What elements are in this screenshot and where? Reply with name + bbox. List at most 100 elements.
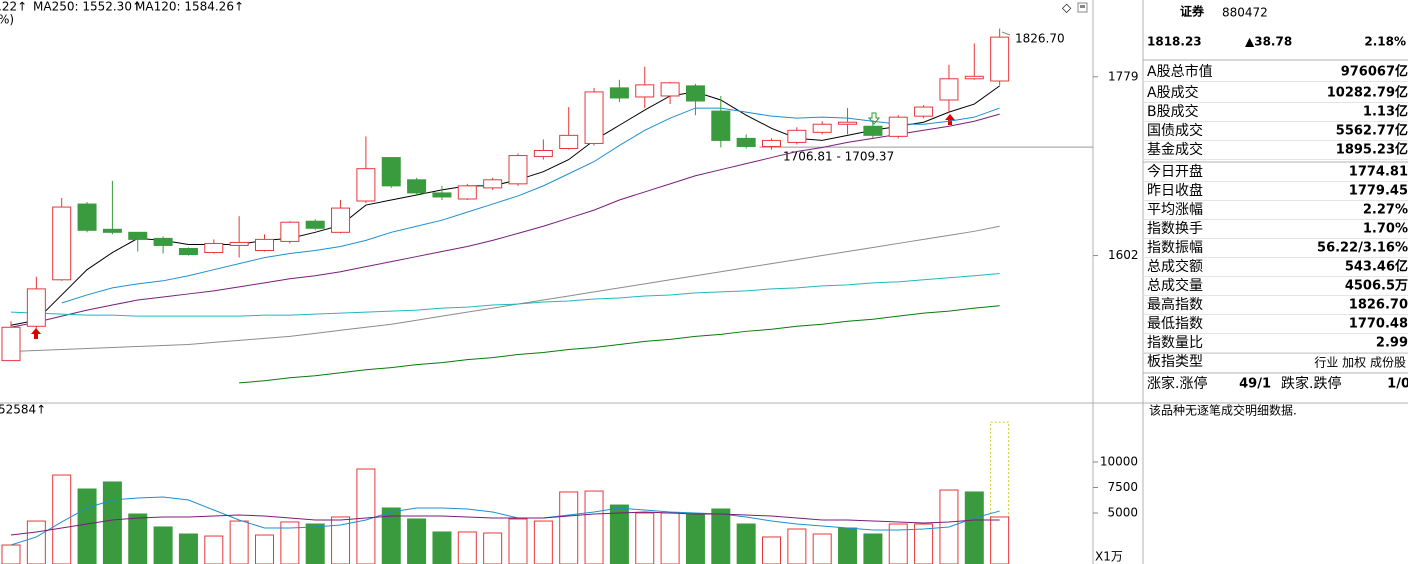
ma-line <box>10 511 1000 536</box>
row-label: 昨日收盘 <box>1147 182 1203 199</box>
candle-body <box>102 228 122 233</box>
row-label: A股总市值 <box>1147 63 1213 80</box>
candle-body <box>559 134 579 149</box>
icon-window-bar <box>1080 5 1085 8</box>
volume-bar <box>711 508 731 564</box>
candle-body <box>584 91 604 144</box>
volume-bar <box>863 533 883 564</box>
panel-price: 1818.23 <box>1147 35 1202 49</box>
candle-body <box>331 207 351 233</box>
volume-bar <box>812 533 832 564</box>
volume-unit: X1万 <box>1095 550 1123 564</box>
panel-change-pct: 2.18% <box>1364 35 1406 49</box>
candle-body <box>939 78 959 101</box>
row-label: 最低指数 <box>1147 316 1203 332</box>
candle-body <box>787 129 807 143</box>
icon-window[interactable] <box>1077 2 1088 13</box>
legend-entry: %) <box>0 13 14 27</box>
volume-bar <box>52 474 72 564</box>
volume-bar <box>1 544 21 564</box>
candle-body <box>457 185 477 200</box>
y-tick-label: 7500 <box>1107 480 1138 494</box>
volume-bar <box>128 513 148 564</box>
row-value[interactable]: 行业 加权 成份股 <box>1314 356 1406 370</box>
row-value: 56.22/3.16% <box>1317 241 1408 256</box>
candle-body <box>204 242 224 254</box>
volume-bar <box>508 518 528 564</box>
y-tick-label: 1602 <box>1108 248 1139 262</box>
row-value: 1826.70 <box>1349 298 1408 313</box>
row-value: 1774.81 <box>1349 165 1408 180</box>
volume-bar <box>102 481 122 564</box>
panel-note: 该品种无逐笔成交明细数据. <box>1149 403 1297 418</box>
row-value: 1779.45 <box>1349 184 1408 199</box>
candle-body <box>229 241 249 246</box>
legend-entry: MA250: 1552.30↑ <box>33 0 142 14</box>
volume-bar <box>153 526 173 564</box>
row-label: 最高指数 <box>1147 296 1203 313</box>
volume-bar <box>838 527 858 564</box>
candle-body <box>863 125 883 136</box>
row-value: 49/1 <box>1239 377 1271 392</box>
volume-bar <box>432 531 452 564</box>
row-label: 总成交量 <box>1147 277 1203 294</box>
forecast-volume <box>990 421 1010 564</box>
row-label: Β股成交 <box>1147 103 1199 120</box>
row-value: 5562.77亿 <box>1336 123 1408 139</box>
legend-entry: MA120: 1584.26↑ <box>135 0 244 14</box>
volume-bar <box>533 520 553 564</box>
row-label: 跌家.跌停 <box>1281 375 1341 392</box>
candle-body <box>888 116 908 137</box>
candle-body <box>990 36 1010 82</box>
candle-body <box>1 326 21 362</box>
volume-bar <box>990 516 1010 564</box>
volume-bar <box>914 523 934 564</box>
candle-body <box>407 179 427 194</box>
candle-body <box>305 220 325 229</box>
candle-body <box>685 85 705 102</box>
volume-bar <box>660 512 680 564</box>
volume-bar <box>77 488 97 564</box>
ma-line <box>239 305 1000 384</box>
candle-body <box>52 206 72 281</box>
volume-bar <box>305 523 325 564</box>
volume-bar <box>964 491 984 564</box>
candle-body <box>609 87 629 99</box>
volume-bar <box>483 532 503 564</box>
volume-bar <box>280 521 300 564</box>
panel-title: 证券 <box>1180 4 1205 19</box>
legend-entry: .22↑ <box>0 0 27 14</box>
candle-body <box>26 288 46 327</box>
candle-body <box>178 247 198 256</box>
row-label: 总成交额 <box>1147 258 1203 275</box>
row-label: 指数量比 <box>1147 335 1203 351</box>
row-label: 基金成交 <box>1147 141 1203 158</box>
row-label: 国债成交 <box>1147 122 1203 139</box>
candle-body <box>280 221 300 242</box>
legend-entry: 52584↑ <box>0 403 46 417</box>
candle-body <box>914 106 934 117</box>
row-value: 1770.48 <box>1349 317 1408 332</box>
volume-bar <box>685 513 705 564</box>
volume-bar <box>457 531 477 564</box>
y-tick-label: 1779 <box>1108 69 1139 83</box>
row-value: 10282.79亿 <box>1327 85 1408 101</box>
volume-bar <box>381 507 401 564</box>
candle-body <box>812 123 832 133</box>
candle-body <box>508 155 528 185</box>
row-value: 1895.23亿 <box>1336 142 1408 158</box>
row-label: 板指类型 <box>1147 354 1203 370</box>
panel-change: ▲38.78 <box>1245 35 1292 49</box>
high-pointer <box>1001 31 1011 36</box>
row-label: 涨家.涨停 <box>1147 375 1207 392</box>
volume-bar <box>229 520 249 564</box>
row-value: 976067亿 <box>1341 64 1408 80</box>
high-annotation: 1826.70 <box>1015 32 1065 46</box>
ma-line <box>10 225 1000 353</box>
icon-diamond[interactable]: ◇ <box>1062 1 1072 15</box>
buy-arrow <box>945 114 955 125</box>
candle-body <box>153 237 173 246</box>
volume-bar <box>736 523 756 564</box>
low-annotation: 1706.81 - 1709.37 <box>783 150 894 164</box>
